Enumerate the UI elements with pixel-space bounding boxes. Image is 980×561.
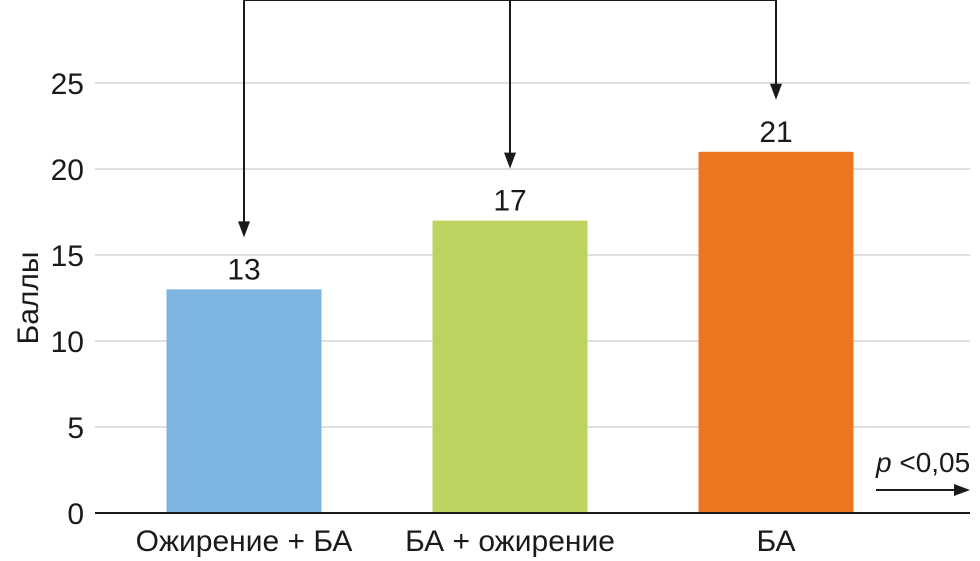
category-label: Ожирение + БА [136,525,353,558]
y-tick-label: 10 [51,326,84,359]
comparison-connectors [238,0,782,238]
category-label: БА [756,525,795,558]
y-tick-label: 20 [51,154,84,187]
y-tick-label: 15 [51,240,84,273]
p-value-arrow [876,484,970,496]
category-label: БА + ожирение [405,525,615,558]
y-tick-label: 0 [67,498,84,531]
p-threshold: <0,05 [892,447,971,478]
bars [166,151,854,514]
p-symbol: p [875,447,892,478]
y-axis-ticks: 0 5 10 15 20 25 [51,68,84,531]
category-labels: Ожирение + БА БА + ожирение БА [136,525,796,558]
connector-arrowhead [770,83,782,100]
bar [698,151,854,514]
bar [166,289,322,513]
y-axis-label: Баллы [12,252,45,345]
data-labels: 13 17 21 [227,116,792,287]
p-value-annotation: p <0,05 [875,447,970,478]
connector-arrowhead [504,152,516,169]
y-tick-label: 5 [67,412,84,445]
data-label: 17 [493,185,526,218]
connector-arrowhead [238,221,250,238]
data-label: 21 [759,116,792,149]
y-tick-label: 25 [51,68,84,101]
bar [432,220,588,513]
data-label: 13 [227,253,260,286]
